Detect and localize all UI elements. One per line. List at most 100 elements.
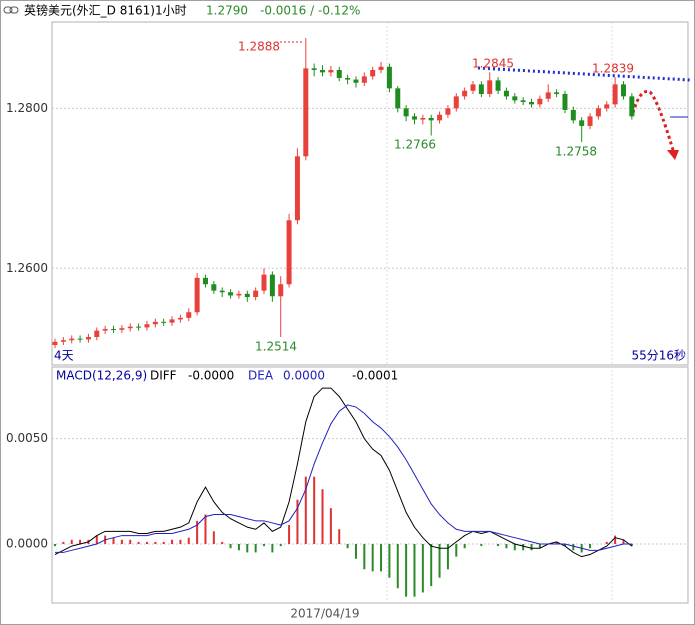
annotation: 1.2888 — [238, 40, 280, 54]
y-tick-label: 0.0050 — [6, 431, 48, 445]
annotation: 1.2766 — [394, 138, 436, 152]
x-tick-label: 2017/04/19 — [290, 607, 359, 621]
candle-body — [411, 116, 417, 120]
candle-body — [186, 312, 192, 318]
candle-body — [236, 293, 242, 296]
candle-body — [361, 76, 367, 83]
annotation: 1.2845 — [472, 57, 514, 71]
candle-body — [194, 277, 200, 313]
legend-value: -0.0001 — [352, 369, 398, 383]
candle-body — [604, 104, 610, 109]
chart-title: 英镑美元(外汇_D 8161)1小时 — [24, 3, 187, 18]
legend-value: -0.0000 — [188, 369, 234, 383]
candle-body — [52, 341, 58, 346]
candle-body — [353, 79, 359, 83]
annotation: 1.2514 — [255, 340, 297, 354]
candle-body — [228, 292, 234, 296]
candle-body — [253, 290, 259, 298]
legend-name: DEA — [248, 369, 274, 383]
period-label: 4天 — [54, 349, 74, 363]
candle-body — [403, 108, 409, 117]
candle-body — [437, 114, 443, 121]
candle-body — [462, 90, 468, 97]
candle-body — [503, 90, 509, 97]
macd-pane — [51, 366, 689, 604]
candle-body — [136, 326, 142, 328]
candle-body — [512, 96, 518, 101]
candle-body — [320, 69, 326, 73]
candle-body — [612, 84, 618, 105]
candle-body — [529, 101, 535, 105]
candle-body — [169, 319, 175, 323]
candle-body — [370, 69, 376, 77]
candle-body — [278, 284, 284, 297]
candle-body — [378, 66, 384, 70]
annotation: 1.2758 — [555, 145, 597, 159]
macd-line — [54, 387, 633, 558]
candle-body — [554, 92, 560, 94]
candle-body — [219, 290, 225, 293]
candle-body — [420, 117, 426, 120]
y-tick-label: 1.2600 — [6, 261, 48, 275]
candle-body — [286, 220, 292, 285]
candle-body — [85, 337, 91, 340]
candle-body — [102, 329, 108, 331]
price-change: -0.0016 / -0.12% — [260, 4, 360, 18]
candle-body — [537, 98, 543, 105]
candle-body — [144, 324, 150, 328]
candle-body — [244, 293, 250, 298]
candle-body — [428, 117, 434, 121]
candle-body — [69, 338, 75, 341]
candle-body — [328, 69, 334, 73]
header-icon — [3, 6, 19, 14]
forecast-arrow-head — [667, 150, 679, 160]
candle-body — [520, 100, 526, 102]
candle-body — [111, 329, 117, 331]
candle-body — [261, 274, 267, 291]
candle-body — [294, 156, 300, 221]
candle-body — [570, 109, 576, 121]
macd-title: MACD(12,26,9) — [56, 369, 147, 383]
candle-body — [336, 69, 342, 78]
candle-body — [311, 68, 317, 70]
macd-line — [55, 404, 632, 553]
candle-body — [202, 277, 208, 285]
y-tick-label: 0.0000 — [6, 537, 48, 551]
candle-body — [579, 120, 585, 126]
candle-body — [269, 274, 275, 297]
candle-body — [211, 284, 217, 291]
candle-body — [487, 80, 493, 94]
candle-body — [303, 68, 309, 157]
candle-body — [395, 88, 401, 109]
countdown: 55分16秒 — [631, 349, 686, 363]
forecast-arrow — [631, 89, 675, 151]
price-pane — [51, 21, 689, 366]
candle-body — [495, 80, 501, 91]
candle-body — [587, 116, 593, 126]
candle-body — [545, 92, 551, 99]
y-tick-label: 1.2800 — [6, 101, 48, 115]
candle-body — [94, 330, 100, 338]
candle-body — [77, 338, 83, 340]
trend-line — [477, 66, 691, 82]
candle-body — [152, 321, 158, 325]
candle-body — [127, 326, 133, 329]
candle-body — [119, 328, 125, 330]
candle-body — [470, 84, 476, 91]
candle-body — [620, 84, 626, 97]
candle-body — [161, 321, 167, 323]
candle-body — [345, 77, 351, 80]
candle-body — [60, 340, 66, 342]
candle-body — [562, 93, 568, 110]
annotation: 1.2839 — [592, 62, 634, 76]
candle-body — [386, 66, 392, 89]
candle-body — [177, 317, 183, 320]
legend-name: DIFF — [150, 369, 177, 383]
last-price: 1.2790 — [206, 4, 248, 18]
legend-value: 0.0000 — [283, 369, 325, 383]
candle-body — [629, 96, 635, 117]
candle-body — [445, 108, 451, 115]
candle-body — [595, 108, 601, 117]
